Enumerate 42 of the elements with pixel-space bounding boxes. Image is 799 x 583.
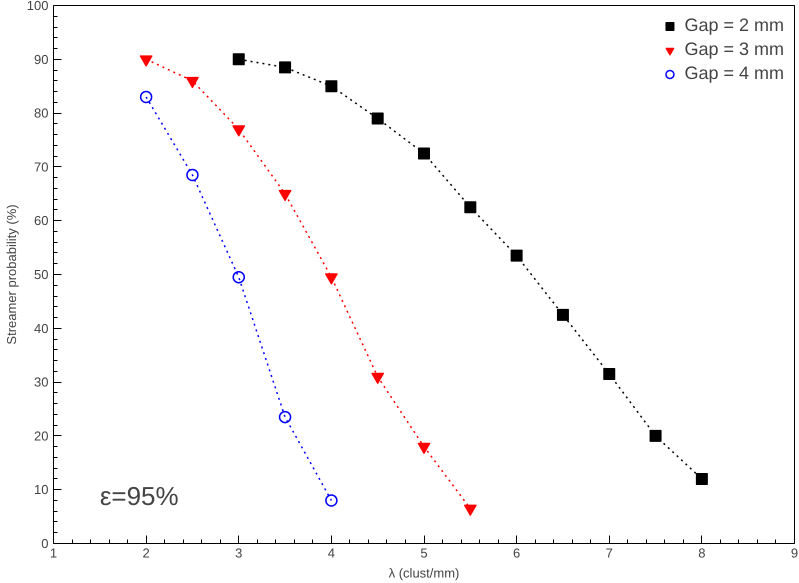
x-axis-title: λ (clust/mm) xyxy=(388,566,460,580)
point xyxy=(510,250,523,262)
x-tick-label: 5 xyxy=(420,546,428,560)
legend-label: Gap = 3 mm xyxy=(684,39,784,60)
point xyxy=(140,90,152,104)
y-tick-label: 10 xyxy=(34,482,49,498)
x-tick-label: 8 xyxy=(698,546,706,560)
legend-label: Gap = 4 mm xyxy=(684,63,784,84)
y-tick-label: 20 xyxy=(34,428,49,444)
point xyxy=(556,308,569,321)
y-tick-label: 70 xyxy=(34,159,49,174)
point xyxy=(186,168,199,182)
point xyxy=(325,494,338,507)
point xyxy=(696,472,708,485)
point xyxy=(232,270,245,284)
point xyxy=(278,410,292,424)
point xyxy=(372,112,384,124)
y-tick-label: 80 xyxy=(34,106,49,121)
point xyxy=(279,61,292,74)
legend-label: Gap = 2 mm xyxy=(684,15,784,36)
x-tick-label: 3 xyxy=(235,546,242,560)
x-tick-label: 1 xyxy=(50,546,58,560)
y-axis-title: Streamer probability (%) xyxy=(4,204,19,345)
x-tick-label: 2 xyxy=(142,546,150,560)
y-tick-label: 60 xyxy=(34,213,49,228)
point xyxy=(603,368,616,380)
point xyxy=(418,147,430,160)
point xyxy=(232,53,245,66)
y-tick-label: 30 xyxy=(34,374,49,390)
x-tick-label: 6 xyxy=(513,546,520,560)
x-tick-label: 9 xyxy=(790,546,798,560)
point xyxy=(325,80,338,92)
y-tick-label: 90 xyxy=(34,52,49,67)
y-tick-label: 40 xyxy=(34,320,49,336)
y-tick-label: 50 xyxy=(34,267,49,282)
annotation: ε=95% xyxy=(100,481,179,512)
point xyxy=(650,430,662,442)
x-tick-label: 7 xyxy=(606,546,613,560)
point xyxy=(464,201,476,214)
y-tick-label: 0 xyxy=(41,536,49,551)
x-tick-label: 4 xyxy=(328,546,335,560)
y-tick-label: 100 xyxy=(26,0,49,13)
